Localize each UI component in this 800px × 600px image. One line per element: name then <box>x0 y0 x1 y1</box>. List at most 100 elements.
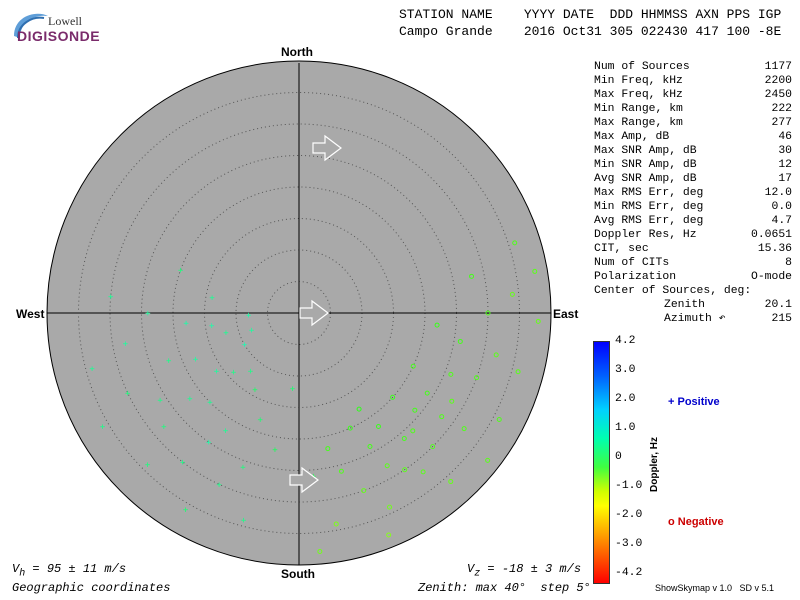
negative-doppler-point <box>367 444 373 450</box>
negative-doppler-point <box>457 338 463 344</box>
positive-doppler-point: + <box>125 389 131 399</box>
positive-doppler-point: + <box>258 416 264 426</box>
positive-doppler-point: + <box>161 422 167 432</box>
logo-digisonde-text: DIGISONDE <box>17 28 101 44</box>
negative-doppler-point <box>402 467 408 473</box>
colorbar-tick: 0 <box>615 451 622 463</box>
positive-doppler-point: + <box>108 293 114 303</box>
negative-doppler-point <box>496 416 502 422</box>
negative-doppler-point <box>493 352 499 358</box>
logo-lowell-text: Lowell <box>48 14 82 28</box>
positive-doppler-point: + <box>145 460 151 470</box>
negative-doppler-point <box>390 394 396 400</box>
stat-row: Max RMS Err, deg 12.0 <box>594 186 792 200</box>
positive-doppler-point: + <box>249 326 255 336</box>
positive-doppler-point: + <box>206 438 212 448</box>
horizontal-velocity: Vh = 95 ± 11 m/s <box>12 562 126 579</box>
positive-doppler-point: + <box>248 367 254 377</box>
velocity-arrows <box>289 134 342 494</box>
positive-doppler-point: + <box>223 427 229 437</box>
stat-label: Max Range, km <box>594 117 683 129</box>
negative-doppler-point <box>410 363 416 369</box>
zenith-label: Zenith: max 40° step 5° <box>418 581 591 595</box>
stat-label: Doppler Res, Hz <box>594 229 697 241</box>
negative-doppler-point <box>439 414 445 420</box>
negative-doppler-point <box>449 398 455 404</box>
positive-doppler-point: + <box>145 309 151 319</box>
colorbar-tick: 1.0 <box>615 422 636 434</box>
stat-row: Min Range, km 222 <box>594 102 792 116</box>
stat-label: Min Freq, kHz <box>594 75 683 87</box>
positive-doppler-point: + <box>290 384 296 394</box>
vz-value: = -18 ± 3 m/s <box>480 562 582 576</box>
stat-label: Min RMS Err, deg <box>594 201 704 213</box>
stat-row: Num of CITs 8 <box>594 256 792 270</box>
stat-value: 277 <box>771 117 792 129</box>
stat-row: Min Freq, kHz 2200 <box>594 74 792 88</box>
stat-label: Max Amp, dB <box>594 131 670 143</box>
stat-row: Min SNR Amp, dB 12 <box>594 158 792 172</box>
positive-doppler-point: + <box>193 355 199 365</box>
negative-doppler-point <box>485 457 491 463</box>
stat-label: Num of Sources <box>594 61 690 73</box>
direction-north: North <box>281 45 313 59</box>
positive-doppler-points: ++++++++++++++++++++++++++++++++++++ <box>89 266 316 526</box>
positive-doppler-point: + <box>183 505 189 515</box>
stat-value: 12 <box>778 159 792 171</box>
vh-value: = 95 ± 11 m/s <box>25 562 127 576</box>
stat-row: Azimuth ↶ 215 <box>594 312 792 326</box>
colorbar-label: Doppler, Hz <box>649 436 660 492</box>
colorbar-tick: -1.0 <box>615 480 643 492</box>
stat-label: Zenith <box>664 299 706 311</box>
negative-doppler-point <box>485 310 491 316</box>
colorbar-tick: 4.2 <box>615 335 636 347</box>
positive-doppler-point: + <box>214 367 220 377</box>
positive-doppler-point: + <box>157 396 163 406</box>
stat-value: 2450 <box>764 89 792 101</box>
vh-prefix: V <box>12 562 20 576</box>
positive-doppler-point: + <box>272 445 278 455</box>
positive-doppler-point: + <box>178 266 184 276</box>
negative-doppler-point <box>347 425 353 431</box>
negative-doppler-point <box>338 468 344 474</box>
negative-doppler-point <box>333 521 339 527</box>
stat-row: Polarization O-mode <box>594 270 792 284</box>
stats-panel: Num of Sources 1177 Min Freq, kHz 2200 Max F… <box>594 60 792 326</box>
stat-row: Max Freq, kHz 2450 <box>594 88 792 102</box>
negative-doppler-point <box>461 426 467 432</box>
negative-doppler-point <box>387 504 393 510</box>
negative-doppler-point <box>512 240 518 246</box>
negative-doppler-point <box>317 548 323 554</box>
negative-doppler-point <box>384 463 390 469</box>
vz-prefix: V <box>467 562 475 576</box>
vz-subscript: z <box>474 568 481 580</box>
stat-value: 222 <box>771 103 792 115</box>
stat-row: Max SNR Amp, dB 30 <box>594 144 792 158</box>
positive-doppler-point: + <box>209 321 215 331</box>
stat-value: 0.0 <box>771 201 792 213</box>
stat-label: Min SNR Amp, dB <box>594 159 697 171</box>
stat-value: 1177 <box>764 61 792 73</box>
positive-doppler-point: + <box>100 422 106 432</box>
positive-doppler-point: + <box>241 516 247 526</box>
colorbar-tick: -4.2 <box>615 567 643 579</box>
positive-doppler-point: + <box>207 398 213 408</box>
velocity-arrow <box>299 299 329 327</box>
stat-value: O-mode <box>750 271 792 283</box>
positive-doppler-point: + <box>166 356 172 366</box>
positive-doppler-point: + <box>123 340 129 350</box>
positive-doppler-point: + <box>187 394 193 404</box>
negative-doppler-point <box>474 375 480 381</box>
stat-row: Zenith 20.1 <box>594 298 792 312</box>
negative-doppler-point <box>430 444 436 450</box>
stat-value: 30 <box>778 145 792 157</box>
positive-doppler-point: + <box>246 311 252 321</box>
colorbar-tick: 3.0 <box>615 364 636 376</box>
stat-label: Azimuth ↶ <box>664 313 726 325</box>
stat-label: Center of Sources, deg: <box>594 285 752 297</box>
stat-row: Min RMS Err, deg 0.0 <box>594 200 792 214</box>
stat-label: Avg RMS Err, deg <box>594 215 704 227</box>
stat-label: Avg SNR Amp, dB <box>594 173 697 185</box>
velocity-arrow <box>289 466 319 494</box>
stat-label: CIT, sec <box>594 243 649 255</box>
